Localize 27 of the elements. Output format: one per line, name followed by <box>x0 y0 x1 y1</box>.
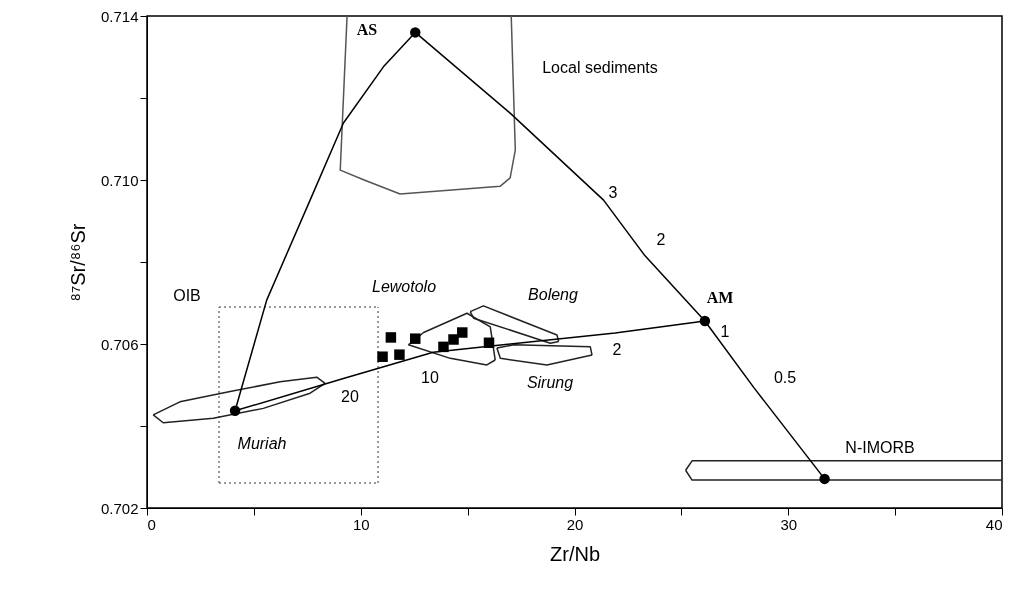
annotation: OIB <box>173 287 201 304</box>
annotation: 20 <box>341 388 359 405</box>
annotation: Lewotolo <box>371 278 437 295</box>
x-tick-label: 0 <box>147 515 156 533</box>
y-tick-label: 0.714 <box>100 7 139 25</box>
annotation: 1 <box>720 323 730 340</box>
y-tick-label: 0.710 <box>100 171 139 189</box>
annotation: Sirung <box>526 374 574 391</box>
annotation: Boleng <box>528 286 579 303</box>
x-tick-label: 20 <box>566 515 584 533</box>
y-axis-title: ⁸⁷Sr/⁸⁶Sr <box>66 223 89 302</box>
x-tick-label: 40 <box>985 515 1003 533</box>
annotation: 2 <box>612 341 622 358</box>
annotation: 0.5 <box>773 369 797 386</box>
x-axis-title: Zr/Nb <box>550 542 600 565</box>
x-tick-label: 10 <box>352 515 370 533</box>
annotation: Local sediments <box>542 59 658 76</box>
y-tick-label: 0.702 <box>100 499 139 517</box>
annotation: 3 <box>608 184 618 201</box>
annotation: 2 <box>656 231 666 248</box>
y-tick-label: 0.706 <box>100 335 139 353</box>
x-tick-label: 30 <box>780 515 798 533</box>
annotation: AS <box>356 21 378 38</box>
annotation: Muriah <box>237 435 287 452</box>
annotation: N-IMORB <box>845 439 915 456</box>
annotation: AM <box>706 289 734 306</box>
annotation: 10 <box>421 369 439 386</box>
